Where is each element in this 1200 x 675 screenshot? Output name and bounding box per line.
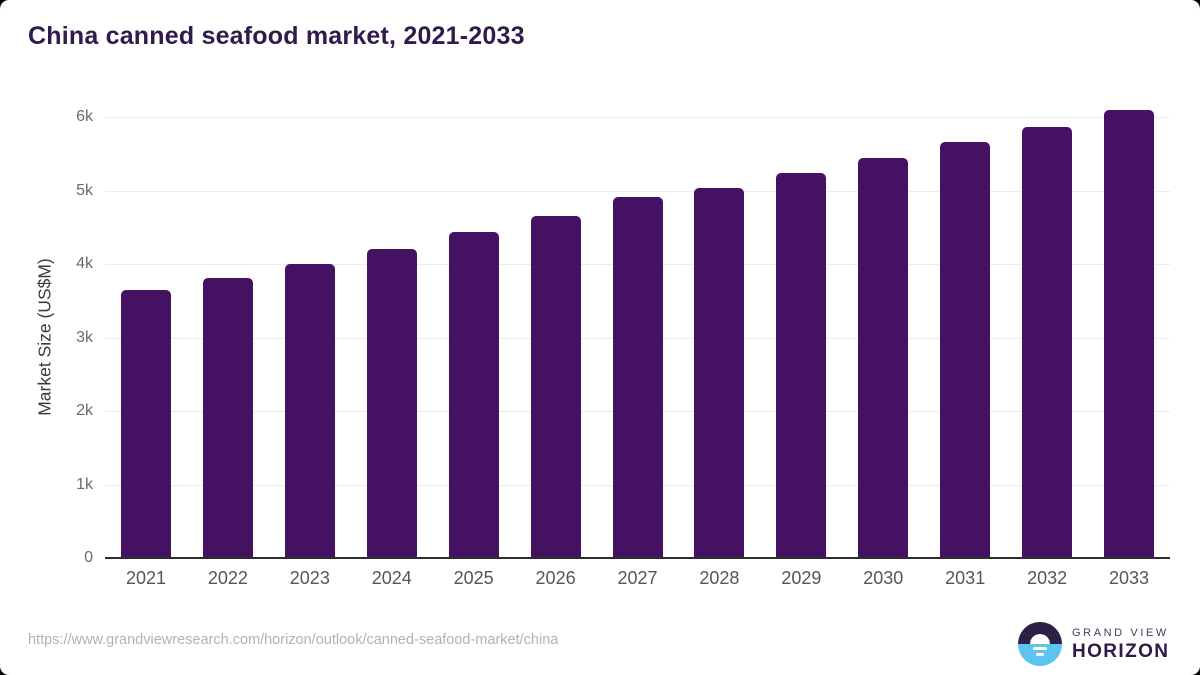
bar-2032[interactable] xyxy=(1022,126,1073,558)
logo-product-text: HORIZON xyxy=(1072,640,1170,662)
bar-2024[interactable] xyxy=(366,248,417,558)
x-axis-label-2028: 2028 xyxy=(699,568,740,588)
y-axis-title: Market Size (US$M) xyxy=(34,258,55,416)
sun-reflection-line xyxy=(1033,647,1047,650)
grand-view-horizon-logo: GRAND VIEW HORIZON xyxy=(1018,622,1169,666)
gridline xyxy=(105,117,1170,118)
bar-2027[interactable] xyxy=(612,197,663,558)
x-axis-label-2026: 2026 xyxy=(535,568,576,588)
bar-2021[interactable] xyxy=(120,289,171,558)
x-axis-line xyxy=(105,557,1170,559)
bar-2033[interactable] xyxy=(1104,110,1155,558)
bar-2028[interactable] xyxy=(694,187,745,558)
x-axis-label-2027: 2027 xyxy=(617,568,658,588)
bar-2022[interactable] xyxy=(202,277,253,558)
x-axis-label-2032: 2032 xyxy=(1027,568,1068,588)
x-axis-label-2024: 2024 xyxy=(371,568,412,588)
sun-reflection-line xyxy=(1036,653,1044,656)
bar-2023[interactable] xyxy=(284,264,335,558)
x-axis-label-2030: 2030 xyxy=(863,568,904,588)
chart-title: China canned seafood market, 2021-2033 xyxy=(28,22,525,50)
x-axis-label-2025: 2025 xyxy=(453,568,494,588)
logo-text: GRAND VIEW HORIZON xyxy=(1072,627,1169,662)
x-axis-label-2031: 2031 xyxy=(945,568,986,588)
y-tick-label: 5k xyxy=(76,181,93,199)
y-tick-label: 0 xyxy=(84,549,93,566)
x-axis-label-2029: 2029 xyxy=(781,568,822,588)
bar-2029[interactable] xyxy=(776,172,827,558)
bar-2025[interactable] xyxy=(448,232,499,558)
x-axis-label-2033: 2033 xyxy=(1109,568,1150,588)
sun-icon xyxy=(1030,634,1050,644)
bar-2026[interactable] xyxy=(530,215,581,558)
y-tick-label: 4k xyxy=(76,255,93,272)
y-tick-label: 1k xyxy=(76,475,93,493)
x-axis-label-2022: 2022 xyxy=(207,568,248,588)
source-url: https://www.grandviewresearch.com/horizo… xyxy=(28,632,559,648)
y-tick-label: 3k xyxy=(76,328,93,346)
y-tick-label: 2k xyxy=(76,402,93,419)
y-tick-label: 6k xyxy=(76,108,93,125)
gridline xyxy=(105,190,1170,192)
x-axis-label-2021: 2021 xyxy=(125,568,166,588)
horizon-sunrise-icon xyxy=(1018,622,1062,666)
logo-brand-text: GRAND VIEW xyxy=(1072,626,1169,639)
plot-area: 0 1k 2k 3k 4k 5k 6k 2021 2022 2023 2024 2025 2026 20… xyxy=(76,109,1170,588)
bar-2030[interactable] xyxy=(858,158,909,558)
x-axis-label-2023: 2023 xyxy=(289,568,330,588)
bar-2031[interactable] xyxy=(940,142,991,558)
